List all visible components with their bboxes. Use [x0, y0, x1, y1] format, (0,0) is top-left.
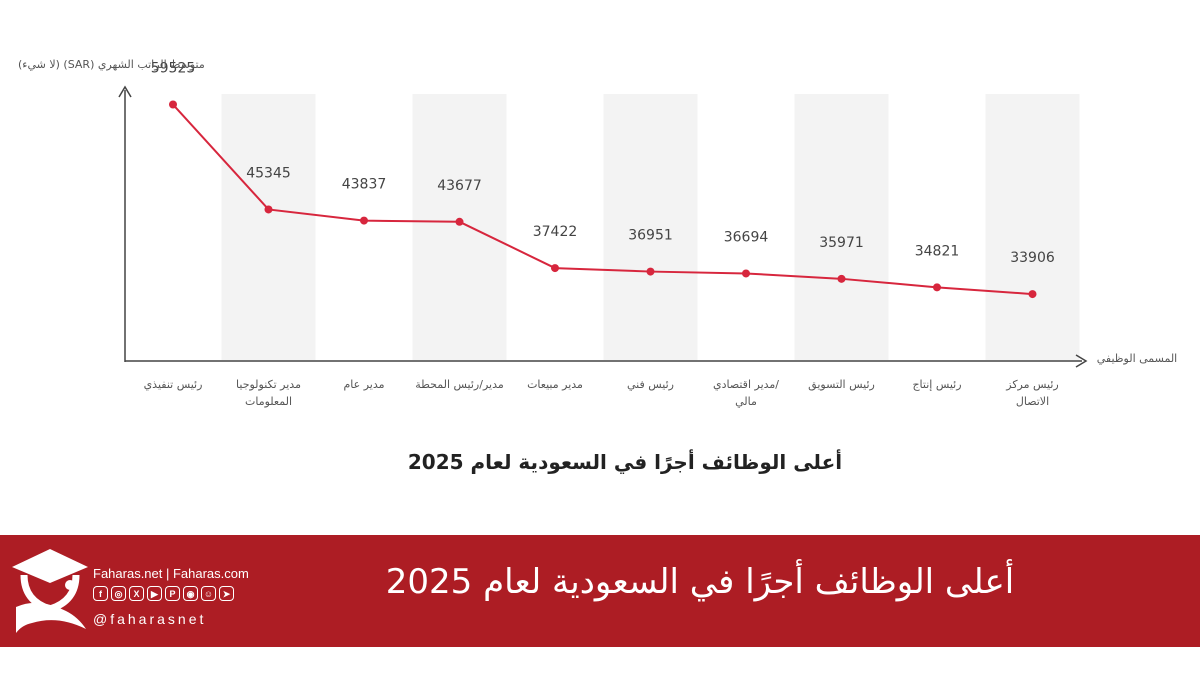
data-point	[646, 267, 655, 276]
data-label: 43677	[437, 178, 482, 194]
faharas-logo-icon	[12, 549, 88, 633]
data-point	[169, 100, 177, 109]
y-axis-arrow-icon	[118, 85, 132, 98]
chart-title: أعلى الوظائف أجرًا في السعودية لعام 2025	[407, 450, 843, 474]
column-band	[794, 94, 889, 360]
line-chart: 59525 45345 43837 43677 37422 36951 36694 35971…	[118, 61, 1088, 408]
series-line	[172, 103, 1033, 296]
youtube-icon[interactable]: ▶	[147, 586, 162, 601]
data-label: 36951	[628, 228, 673, 244]
reddit-icon[interactable]: ◉	[183, 586, 198, 601]
telegram-icon[interactable]: ➤	[219, 586, 234, 601]
data-label: 37422	[533, 224, 578, 240]
facebook-icon[interactable]: f	[93, 586, 108, 601]
data-point	[455, 217, 464, 226]
data-point	[1028, 290, 1037, 299]
banner-title: أعلى الوظائف أجرًا في السعودية لعام 2025	[385, 562, 1015, 602]
y-axis-label: متوسط الراتب الشهري (SAR) (لا شيء)	[18, 58, 205, 71]
data-point	[551, 264, 559, 273]
data-label: 59525	[151, 61, 196, 77]
data-label: 45345	[246, 165, 291, 181]
category-label: رئيس مركز الاتصال	[1005, 378, 1058, 408]
category-label: مدير تكنولوجيا المعلومات	[236, 378, 301, 408]
data-label: 35971	[819, 235, 864, 251]
brand-text: Faharas.net | Faharas.com	[93, 566, 249, 581]
data-label: 43837	[342, 177, 387, 193]
category-label: مدير مبيعات	[527, 378, 583, 391]
column-band	[985, 94, 1080, 360]
snapchat-icon[interactable]: ☺	[201, 586, 216, 601]
social-icons: f ◎ X ▶ P ◉ ☺ ➤	[93, 586, 234, 601]
data-point	[264, 205, 273, 214]
data-point	[933, 283, 941, 292]
bottom-strip	[0, 647, 1200, 675]
category-label: /مدير اقتصادي مالي	[713, 378, 779, 408]
data-label: 36694	[724, 229, 769, 245]
footer-banner	[0, 535, 1200, 647]
column-band	[412, 94, 507, 360]
data-label: 34821	[915, 243, 960, 259]
data-point	[742, 269, 750, 278]
data-label: 33906	[1010, 250, 1055, 266]
column-band	[221, 94, 316, 360]
category-label: رئيس تنفيذي	[144, 378, 203, 391]
x-icon[interactable]: X	[129, 586, 144, 601]
column-band	[603, 94, 698, 360]
category-label: رئيس التسويق	[808, 378, 875, 392]
category-label: مدير عام	[343, 378, 384, 391]
category-label: رئيس فني	[627, 378, 674, 391]
category-label: مدير/رئيس المحطة	[415, 378, 504, 391]
pinterest-icon[interactable]: P	[165, 586, 180, 601]
x-axis-arrow-icon	[1075, 354, 1088, 368]
chart-area: 59525 45345 43837 43677 37422 36951 36694 35971…	[18, 58, 1178, 474]
instagram-icon[interactable]: ◎	[111, 586, 126, 601]
x-axis-label: المسمى الوظيفي	[1096, 352, 1178, 365]
data-point	[837, 274, 846, 283]
social-handle: @faharasnet	[93, 611, 207, 627]
data-point	[360, 216, 368, 225]
category-label: رئيس إنتاج	[912, 378, 961, 391]
